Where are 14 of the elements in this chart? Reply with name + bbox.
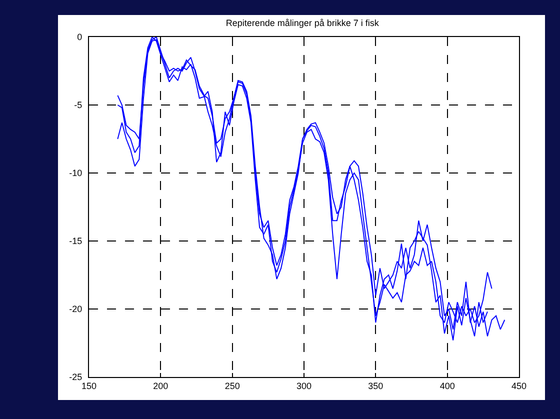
y-tick-label: -25 (69, 372, 82, 382)
x-tick-label: 200 (153, 380, 168, 391)
y-tick-label: 0 (77, 32, 82, 42)
x-tick-label: 300 (296, 380, 312, 391)
y-tick-label: -15 (69, 236, 82, 246)
x-tick-label: 350 (368, 380, 384, 391)
y-tick-label: -20 (69, 304, 82, 314)
y-tick-label: -5 (74, 100, 82, 110)
chart-title: Repiterende målinger på brikke 7 i fisk (226, 18, 380, 28)
x-tick-label: 400 (440, 380, 455, 391)
x-tick-label: 450 (511, 380, 527, 391)
x-tick-label: 250 (224, 380, 240, 391)
x-tick-label: 150 (81, 380, 97, 391)
y-tick-label: -10 (69, 168, 82, 178)
